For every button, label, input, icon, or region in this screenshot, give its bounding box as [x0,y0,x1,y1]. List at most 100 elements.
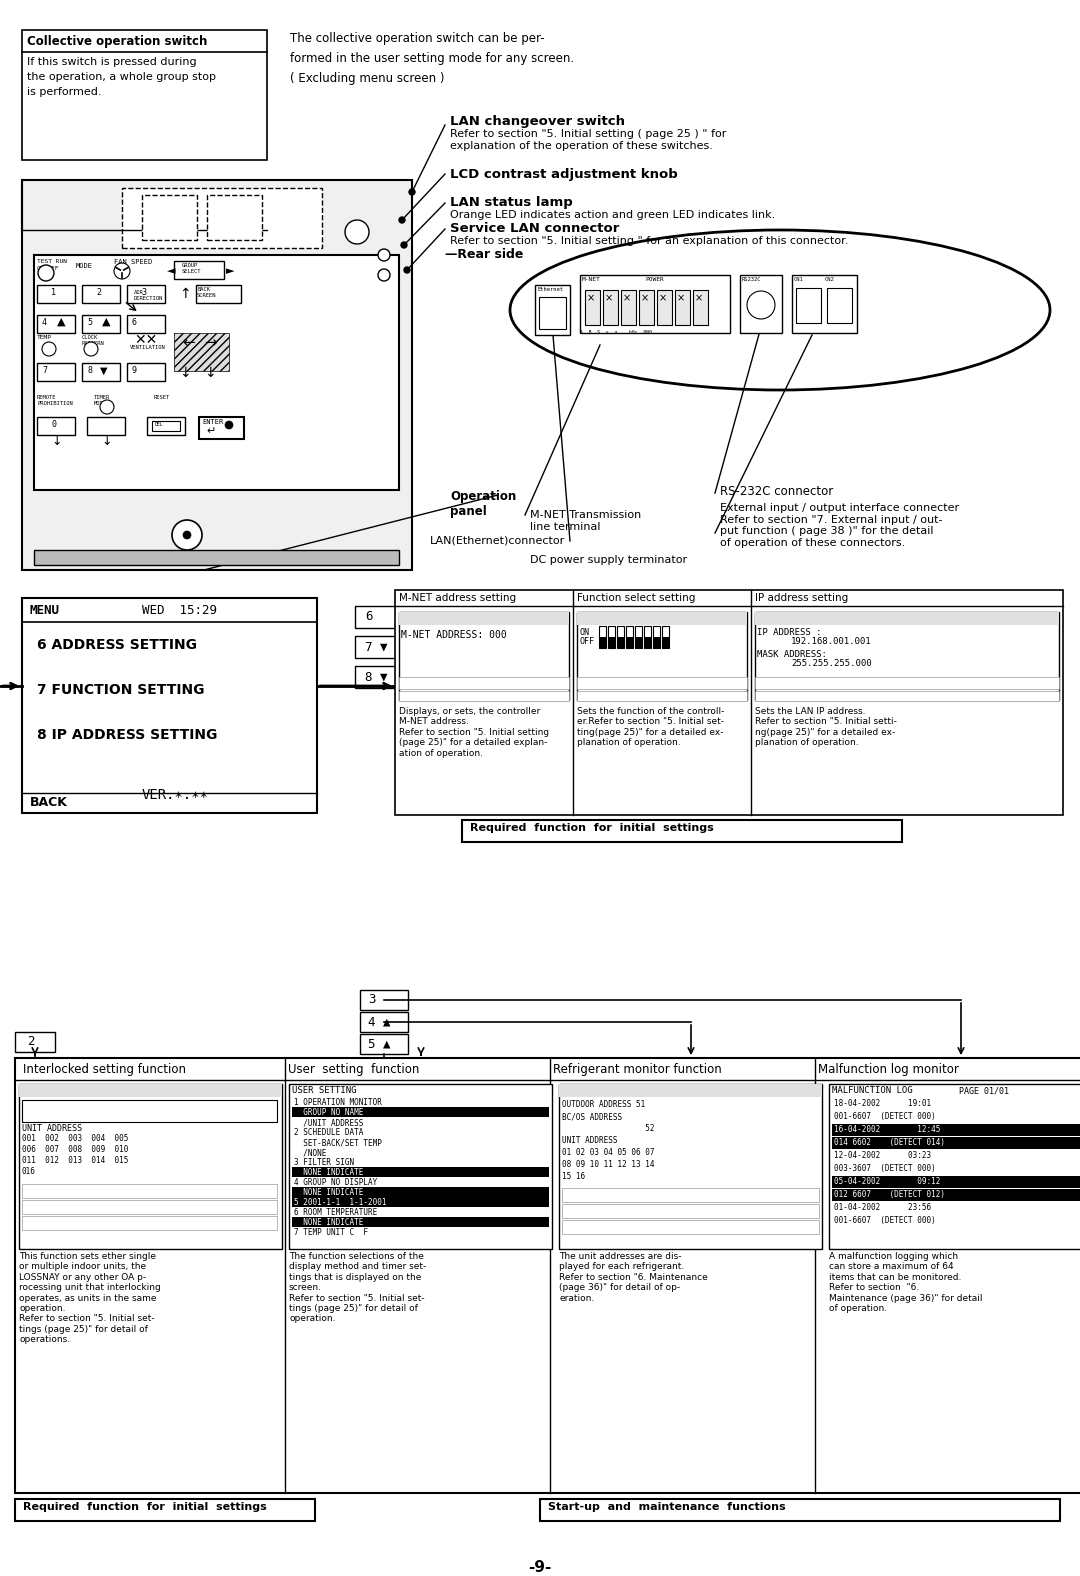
Text: OUTDOOR ADDRESS 51: OUTDOOR ADDRESS 51 [562,1100,645,1110]
Text: IP address setting: IP address setting [755,593,848,604]
Bar [355,637,403,659]
Bar [37,418,75,435]
Bar [577,690,747,701]
Bar [462,820,902,842]
Bar [562,1204,819,1218]
Text: TEST RUN: TEST RUN [37,258,67,265]
Text: M-NET address setting: M-NET address setting [399,593,516,604]
Text: /UNIT ADDRESS: /UNIT ADDRESS [294,1117,363,1127]
Text: Service LAN connector: Service LAN connector [450,222,619,235]
Text: IP ADDRESS SETTING: IP ADDRESS SETTING [757,615,854,623]
Text: 01-04-2002      23:56: 01-04-2002 23:56 [834,1202,931,1212]
Bar [662,626,669,648]
Bar [141,195,197,240]
Text: REMOTE
PROHIBITION: REMOTE PROHIBITION [37,396,72,405]
Bar [195,285,241,303]
Bar [355,667,403,689]
Bar [644,626,651,648]
Bar [792,274,858,333]
Bar [33,255,399,490]
Text: RESET: RESET [154,396,171,400]
Bar [399,611,569,700]
Text: 003-3607  (DETECT 000): 003-3607 (DETECT 000) [834,1165,935,1173]
Bar [603,290,618,325]
Circle shape [747,292,775,318]
Text: VER.∗.∗∗: VER.∗.∗∗ [141,788,210,802]
Bar [122,188,322,247]
Text: 08 09 10 11 12 13 14: 08 09 10 11 12 13 14 [562,1160,654,1169]
Text: 4 ▲: 4 ▲ [368,1015,391,1028]
Bar [395,589,1063,815]
Text: 192.168.001.001: 192.168.001.001 [791,637,872,646]
Text: ↓: ↓ [179,366,191,380]
Bar [796,288,821,323]
Bar [37,362,75,381]
Text: 6: 6 [365,610,373,623]
Bar [152,421,180,430]
Text: 2 SCHEDULE DATA: 2 SCHEDULE DATA [294,1128,363,1136]
Text: ↓: ↓ [51,435,62,448]
Bar [87,418,125,435]
Text: 3: 3 [368,993,376,1005]
Bar [829,1084,1080,1250]
Text: GROUP
SELECT: GROUP SELECT [183,263,202,274]
Bar [562,1188,819,1202]
Bar [22,180,411,571]
Bar [22,1184,276,1198]
Bar [577,678,747,689]
Bar [675,290,690,325]
Circle shape [404,266,410,273]
Text: 7: 7 [42,366,48,375]
Bar [559,1084,822,1097]
Bar [599,626,606,648]
Text: CN1: CN1 [794,277,804,282]
Bar [755,678,1059,689]
Text: ►: ► [226,266,234,276]
Text: ×: × [677,293,685,303]
Text: 7 ▼: 7 ▼ [365,640,388,652]
Bar [82,285,120,303]
Text: If this switch is pressed during
the operation, a whole group stop
is performed.: If this switch is pressed during the ope… [27,57,216,96]
Circle shape [378,249,390,262]
Bar [399,611,569,626]
Text: 255.255.255.000: 255.255.255.000 [791,659,872,668]
Text: IP ADDRESS :: IP ADDRESS : [757,627,822,637]
Text: Collective operation switch: Collective operation switch [27,35,207,47]
Text: →: → [204,336,217,350]
Bar [19,1084,282,1097]
Text: The unit addresses are dis-
played for each refrigerant.
Refer to section "6. Ma: The unit addresses are dis- played for e… [559,1251,707,1303]
Text: ×: × [588,293,595,303]
Text: Required  function  for  initial  settings: Required function for initial settings [470,823,714,834]
Text: ✕✕: ✕✕ [134,333,158,347]
Circle shape [345,221,369,244]
Circle shape [84,342,98,356]
Text: NONE INDICATE: NONE INDICATE [294,1188,363,1198]
Text: Refrigerant monitor function: Refrigerant monitor function [553,1062,721,1076]
Bar [360,1034,408,1054]
Bar [15,1057,1080,1492]
Text: 7 FUNCTION SETTING: 7 FUNCTION SETTING [37,682,204,697]
Text: NONE INDICATE: NONE INDICATE [294,1218,363,1228]
Text: 1 2 3 4 5 6 7 8: 1 2 3 4 5 6 7 8 [599,621,643,626]
Text: Orange LED indicates action and green LED indicates link.: Orange LED indicates action and green LE… [450,210,775,221]
Text: BACK: BACK [30,796,68,808]
Text: Function select setting: Function select setting [577,593,696,604]
Text: The function selections of the
display method and timer set-
tings that is displ: The function selections of the display m… [289,1251,427,1324]
Text: 012 6607    (DETECT 012): 012 6607 (DETECT 012) [834,1190,945,1199]
Text: 05-04-2002        09:12: 05-04-2002 09:12 [834,1177,941,1187]
Text: Start-up  and  maintenance  functions: Start-up and maintenance functions [548,1502,785,1511]
Bar [832,1124,1080,1136]
Bar [37,285,75,303]
Ellipse shape [510,230,1050,389]
Text: RS-232C connector: RS-232C connector [720,485,834,498]
Text: ◄: ◄ [167,266,175,276]
Text: 8 IP ADDRESS SETTING: 8 IP ADDRESS SETTING [37,728,217,742]
Bar [577,611,747,700]
Text: MASK ADDRESS:: MASK ADDRESS: [757,649,827,659]
Text: TEMP: TEMP [37,336,52,340]
Bar [292,1166,549,1177]
Text: 011  012  013  014  015: 011 012 013 014 015 [22,1157,129,1165]
Text: ×: × [623,293,631,303]
Text: 001-6607  (DETECT 000): 001-6607 (DETECT 000) [834,1217,935,1225]
Text: ↑: ↑ [179,287,191,301]
